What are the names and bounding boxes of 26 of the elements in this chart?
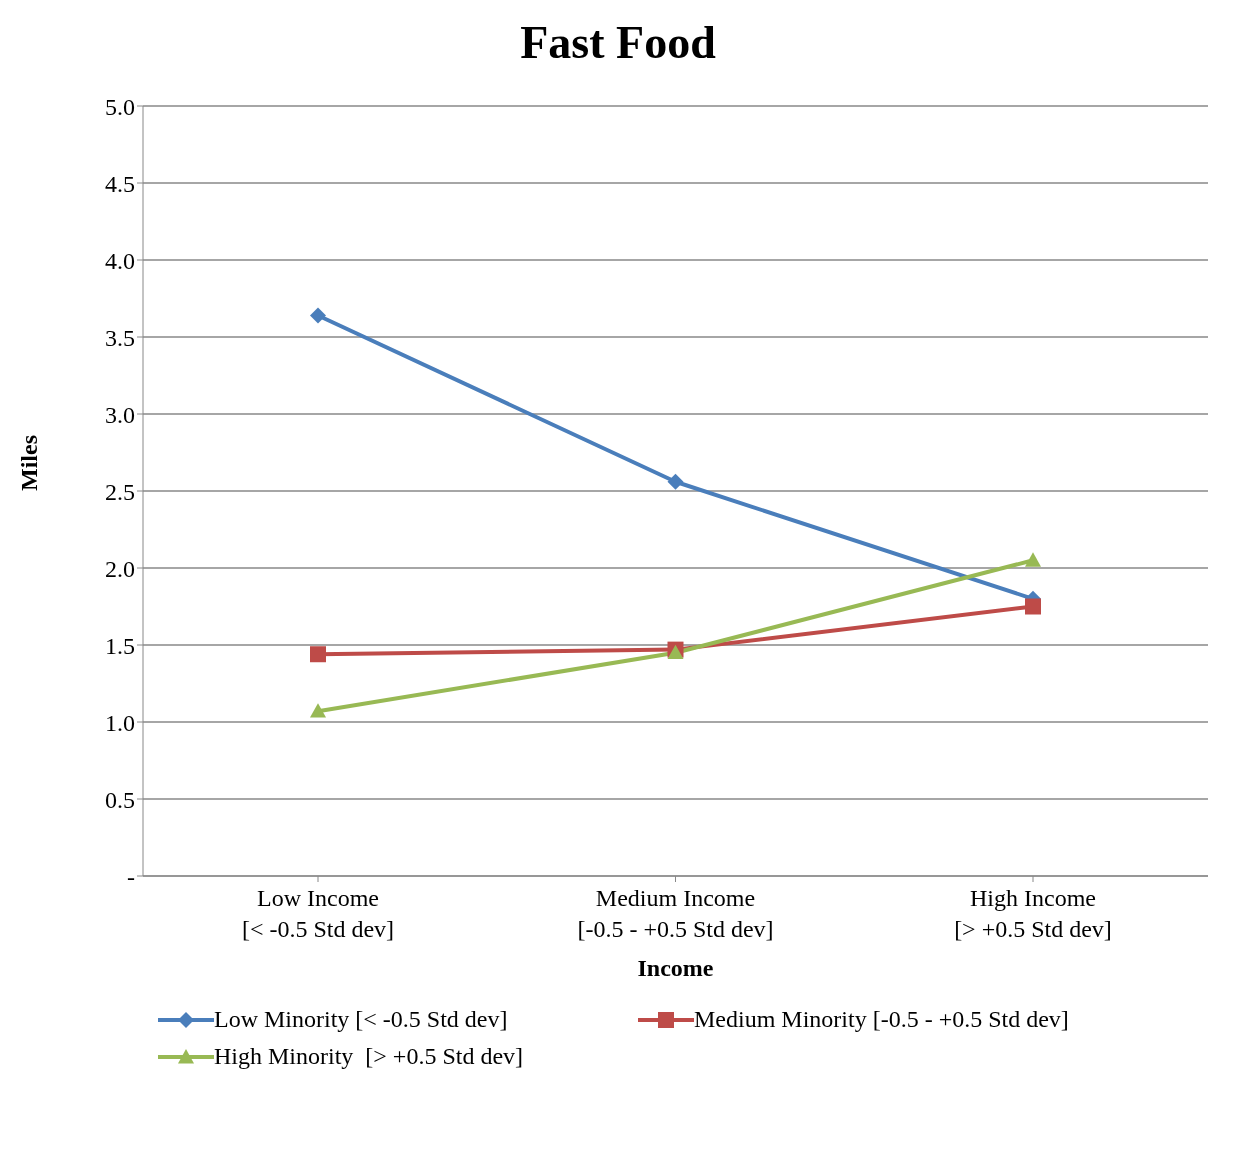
y-tick-label: - — [127, 863, 135, 890]
y-tick-label: 1.0 — [105, 709, 135, 736]
y-tick-label: 3.5 — [105, 324, 135, 351]
y-tick-label: 3.0 — [105, 401, 135, 428]
y-tick-label: 2.0 — [105, 555, 135, 582]
y-tick-label: 0.5 — [105, 786, 135, 813]
legend-label: Medium Minority [-0.5 - +0.5 Std dev] — [694, 1006, 1069, 1033]
y-axis-title: Miles — [15, 435, 42, 491]
x-axis-title: Income — [637, 955, 714, 981]
point — [1025, 552, 1041, 567]
y-tick-label: 2.5 — [105, 478, 135, 505]
chart-title: Fast Food — [519, 16, 717, 70]
x-tick-label: Low Income [< -0.5 Std dev] — [241, 885, 395, 942]
point — [310, 703, 326, 718]
point — [310, 646, 326, 663]
point — [1025, 598, 1041, 615]
y-tick-label: 1.5 — [105, 632, 135, 659]
legend-label: Low Minority [< -0.5 Std dev] — [214, 1006, 508, 1033]
y-tick-label: 4.5 — [105, 170, 135, 197]
x-tick-label: High Income [> +0.5 Std dev] — [954, 885, 1112, 942]
y-tick-label: 4.0 — [105, 247, 135, 274]
legend-label: High Minority [> +0.5 Std dev] — [214, 1043, 524, 1070]
point — [667, 473, 684, 490]
point — [310, 307, 326, 324]
y-tick-label: 5.0 — [105, 93, 135, 120]
x-tick-label: Medium Income [-0.5 - +0.5 Std dev] — [577, 885, 774, 942]
